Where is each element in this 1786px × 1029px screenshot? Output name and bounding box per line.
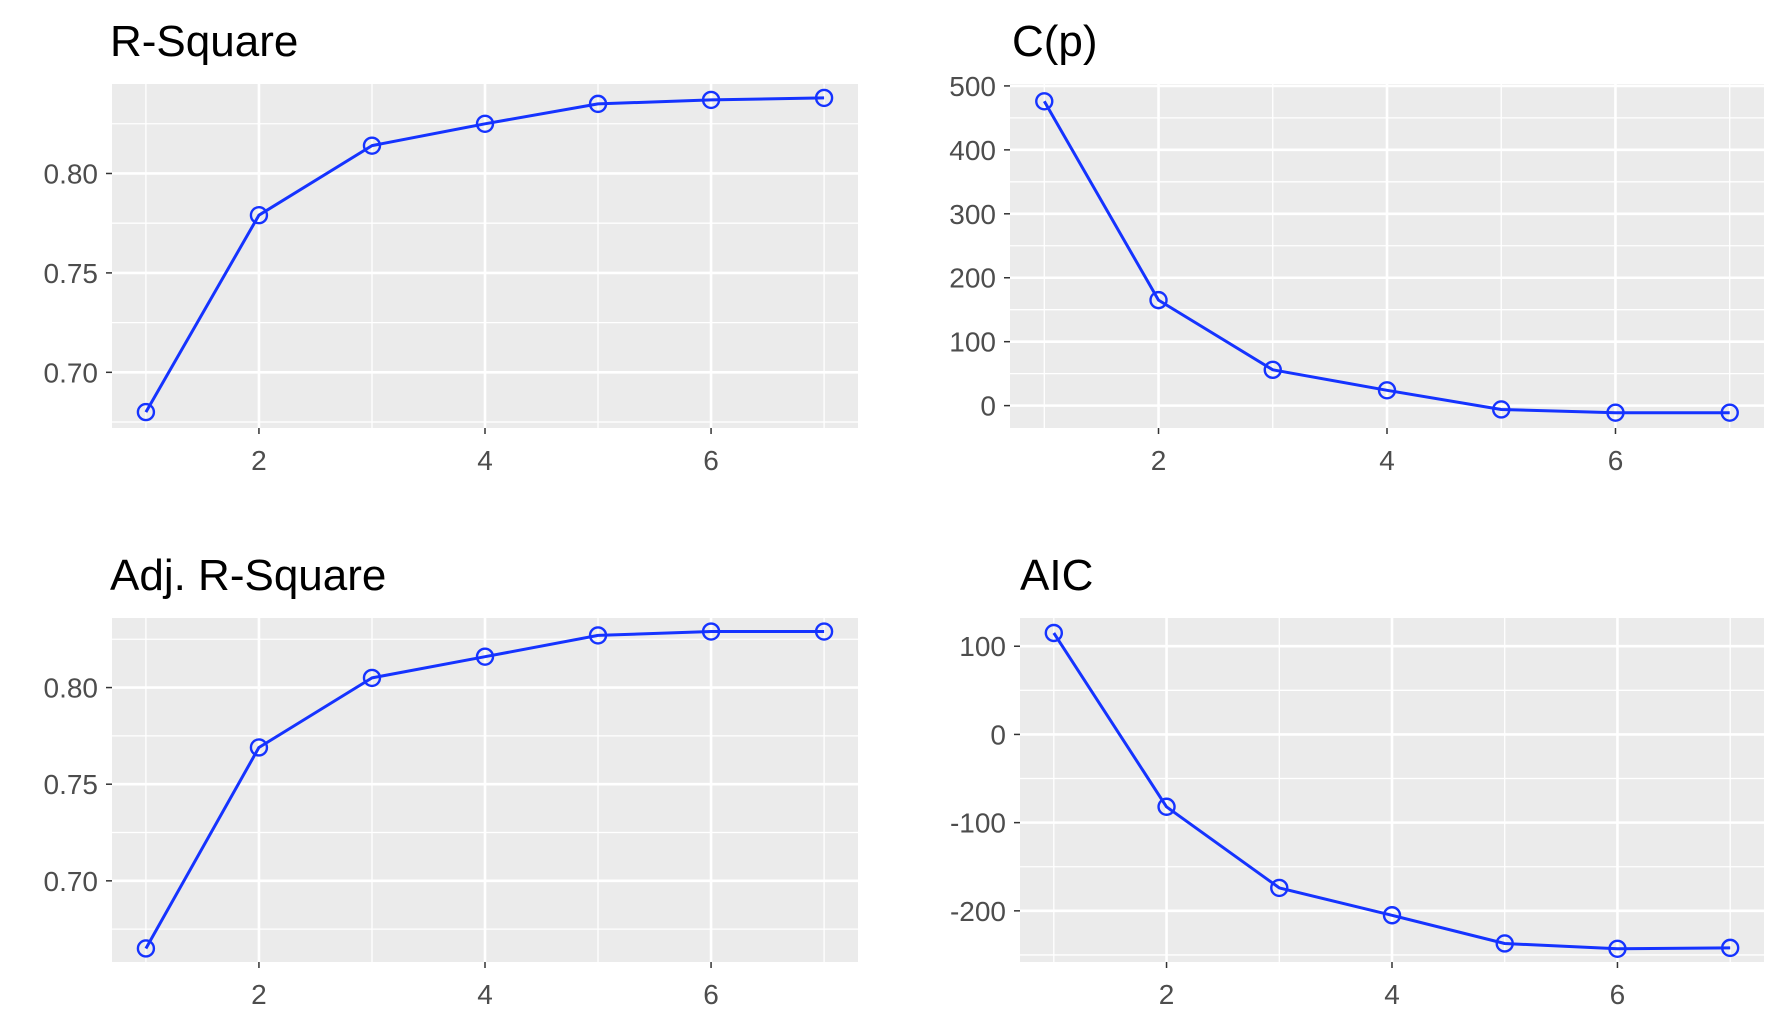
y-tick-label: 0.70: [44, 866, 99, 897]
y-tick-label: 0.75: [44, 769, 99, 800]
y-tick-label: 0.70: [44, 357, 99, 388]
chart-panel-4: AIC 2 4 6 -200 -100 0 100: [950, 551, 1764, 1010]
data-point: [1382, 906, 1402, 925]
y-tick-label: -200: [950, 896, 1006, 927]
series-line: [1052, 632, 1731, 951]
series-line: [144, 96, 825, 413]
x-tick-label: 4: [477, 445, 493, 476]
series-line: [1042, 100, 1730, 415]
data-point: [1720, 403, 1739, 422]
y-tick-label: 500: [949, 71, 996, 102]
data-point: [1157, 797, 1176, 816]
data-point: [1044, 623, 1064, 643]
data-point: [249, 738, 269, 757]
y-tick-label: 0.75: [44, 258, 99, 289]
data-point: [701, 90, 721, 110]
y-tick-label: 300: [949, 199, 996, 230]
y-tick-label: 0: [980, 391, 996, 422]
data-point: [362, 136, 382, 155]
chart-title: R-Square: [110, 17, 298, 66]
data-point: [814, 88, 834, 108]
data-point: [1608, 939, 1627, 958]
y-tick-label: 0.80: [44, 158, 99, 189]
data-point: [1263, 360, 1282, 380]
chart-panel-1: R-Square 2 4 6 0.70 0.75 0.80: [44, 17, 858, 476]
series-line: [144, 630, 825, 950]
x-tick-label: 4: [1379, 445, 1395, 476]
y-tick-label: -100: [950, 808, 1006, 839]
x-tick-label: 4: [1384, 979, 1400, 1010]
chart-title: AIC: [1020, 551, 1093, 600]
data-point: [1495, 934, 1514, 953]
y-tick-label: 200: [949, 263, 996, 294]
data-point: [136, 402, 156, 422]
data-point: [1270, 878, 1289, 898]
data-point: [588, 94, 608, 114]
data-point: [1149, 290, 1168, 310]
y-tick-label: 0: [990, 719, 1006, 750]
x-tick-label: 2: [251, 979, 267, 1010]
data-point: [475, 647, 495, 666]
data-point: [249, 206, 269, 225]
y-tick-label: 0.80: [44, 673, 99, 704]
y-tick-label: 100: [959, 631, 1006, 662]
x-tick-label: 6: [1608, 445, 1624, 476]
y-tick-label: 400: [949, 135, 996, 166]
data-point: [1720, 938, 1740, 958]
x-tick-label: 2: [251, 445, 267, 476]
chart-title: C(p): [1012, 17, 1098, 66]
data-point: [588, 626, 608, 645]
data-point: [1035, 92, 1054, 111]
data-point: [1492, 400, 1511, 419]
data-point: [362, 668, 382, 688]
x-tick-label: 6: [703, 445, 719, 476]
x-tick-label: 6: [1610, 979, 1626, 1010]
x-tick-label: 6: [703, 979, 719, 1010]
x-tick-label: 2: [1159, 979, 1175, 1010]
data-point: [475, 114, 495, 133]
x-tick-label: 4: [477, 979, 493, 1010]
x-tick-label: 2: [1151, 445, 1167, 476]
chart-panel-2: C(p) 2 4 6 0 100 200 300 400 500: [949, 17, 1764, 476]
y-tick-label: 100: [949, 327, 996, 358]
chart-title: Adj. R-Square: [110, 551, 386, 600]
data-point: [136, 939, 156, 958]
data-point: [814, 622, 834, 641]
chart-panel-3: Adj. R-Square 2 4 6 0.70 0.75 0.80: [44, 551, 858, 1010]
data-point: [1377, 381, 1397, 400]
data-point: [1606, 403, 1625, 422]
data-point: [701, 622, 721, 641]
